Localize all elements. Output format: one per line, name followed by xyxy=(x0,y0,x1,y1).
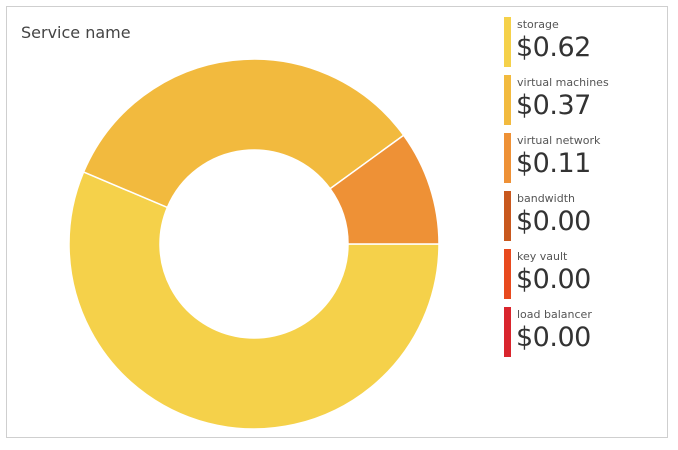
legend-value: $0.00 xyxy=(516,206,591,237)
donut-slice-virtual-machines[interactable] xyxy=(82,58,405,209)
legend-swatch xyxy=(504,249,511,299)
legend-swatch xyxy=(504,75,511,125)
cost-chart-panel: Service name storage $0.62 virtual machine… xyxy=(6,6,668,438)
legend-label: virtual machines xyxy=(517,76,609,89)
donut-slice-virtual-network[interactable] xyxy=(329,134,440,245)
legend-item-load-balancer[interactable]: load balancer $0.00 xyxy=(504,307,664,365)
legend-item-key-vault[interactable]: key vault $0.00 xyxy=(504,249,664,307)
legend-value: $0.62 xyxy=(516,32,591,63)
legend-swatch xyxy=(504,133,511,183)
legend-value: $0.00 xyxy=(516,322,591,353)
chart-legend: storage $0.62 virtual machines $0.37 virtual… xyxy=(504,17,664,365)
chart-title: Service name xyxy=(21,23,131,42)
legend-label: bandwidth xyxy=(517,192,575,205)
legend-item-storage[interactable]: storage $0.62 xyxy=(504,17,664,75)
legend-swatch xyxy=(504,307,511,357)
legend-label: key vault xyxy=(517,250,568,263)
legend-label: virtual network xyxy=(517,134,601,147)
legend-label: storage xyxy=(517,18,559,31)
legend-value: $0.00 xyxy=(516,264,591,295)
legend-swatch xyxy=(504,17,511,67)
legend-swatch xyxy=(504,191,511,241)
legend-item-bandwidth[interactable]: bandwidth $0.00 xyxy=(504,191,664,249)
donut-slice-storage[interactable] xyxy=(68,171,440,430)
legend-label: load balancer xyxy=(517,308,592,321)
legend-value: $0.11 xyxy=(516,148,591,179)
donut-chart xyxy=(68,58,440,430)
legend-item-virtual-network[interactable]: virtual network $0.11 xyxy=(504,133,664,191)
legend-value: $0.37 xyxy=(516,90,591,121)
legend-item-virtual-machines[interactable]: virtual machines $0.37 xyxy=(504,75,664,133)
